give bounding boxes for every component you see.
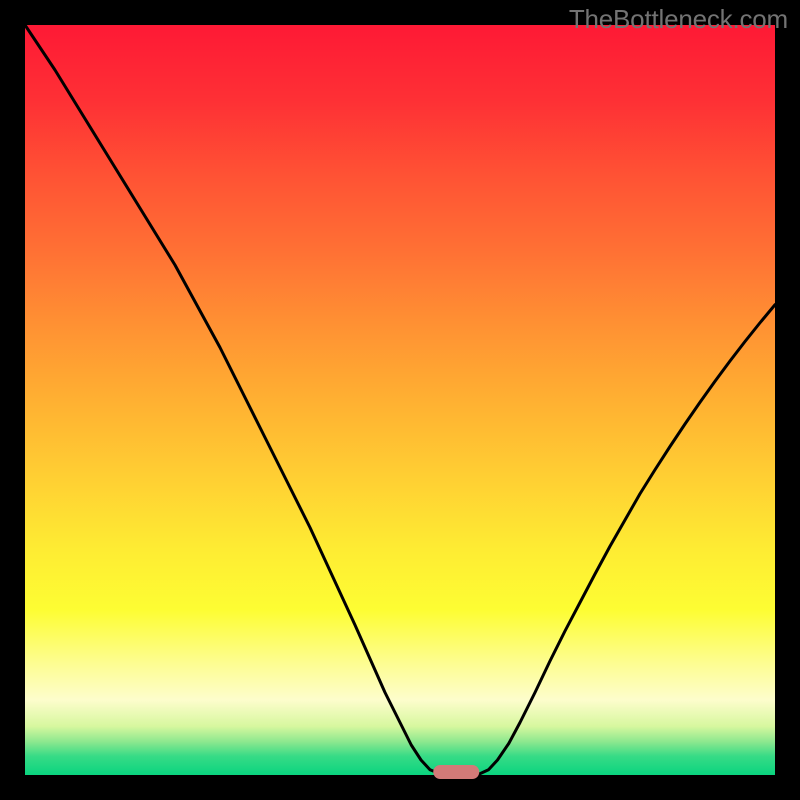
optimal-marker xyxy=(433,765,479,779)
chart-container: TheBottleneck.com xyxy=(0,0,800,800)
plot-background xyxy=(25,25,775,775)
watermark-text: TheBottleneck.com xyxy=(569,4,788,35)
bottleneck-chart xyxy=(0,0,800,800)
